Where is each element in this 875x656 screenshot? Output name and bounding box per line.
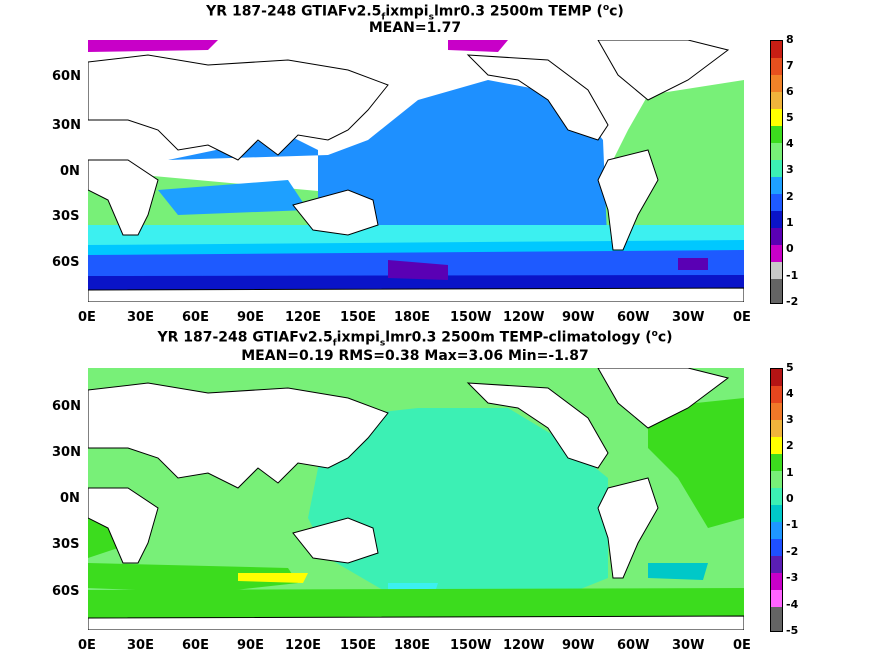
lon-label: 120W — [503, 310, 545, 325]
lon-label: 30W — [672, 310, 705, 325]
lon-label: 150E — [340, 638, 377, 653]
lon-label: 120E — [285, 638, 322, 653]
lat-label-0n-2: 0N — [60, 491, 80, 506]
cbar2-label-neg5: -5 — [786, 624, 799, 637]
cbar1-label-7: 7 — [786, 59, 794, 72]
panel1-title-line1: YR 187-248 GTIAFv2.5fixmpislmr0.3 2500m … — [206, 3, 624, 23]
cbar2-label-neg2: -2 — [786, 545, 799, 558]
cbar1-label-1: 1 — [786, 216, 794, 229]
panel1-title-line2: MEAN=1.77 — [368, 20, 462, 36]
lon-label: 150W — [450, 310, 492, 325]
cbar1-label-0: 0 — [786, 242, 794, 255]
lat-label-30n: 30N — [52, 118, 81, 133]
lon-label: 60W — [617, 310, 650, 325]
lon-label: 150E — [340, 310, 377, 325]
lon-label: 60E — [182, 310, 209, 325]
colorbar-temp — [770, 40, 783, 304]
cbar1-label-neg1: -1 — [786, 269, 799, 282]
lon-label: 90E — [237, 638, 264, 653]
cbar2-label-1: 1 — [786, 466, 794, 479]
lat-label-60n: 60N — [52, 69, 81, 84]
lon-label: 180E — [394, 310, 431, 325]
cbar2-label-neg4: -4 — [786, 598, 799, 611]
lon-label: 0E — [78, 310, 96, 325]
cbar2-label-neg3: -3 — [786, 571, 799, 584]
lat-label-30n-2: 30N — [52, 445, 81, 460]
colorbar-anomaly — [770, 368, 783, 632]
cbar2-label-4: 4 — [786, 387, 794, 400]
lon-label: 90E — [237, 310, 264, 325]
cbar1-label-neg2: -2 — [786, 295, 799, 308]
cbar2-label-neg1: -1 — [786, 518, 799, 531]
lon-label: 90W — [562, 310, 595, 325]
cbar1-label-5: 5 — [786, 111, 794, 124]
lon-label: 30E — [127, 310, 154, 325]
cbar2-label-0: 0 — [786, 492, 794, 505]
lon-label: 120W — [503, 638, 545, 653]
lat-label-60s-2: 60S — [52, 584, 80, 599]
lon-label: 120E — [285, 310, 322, 325]
panel2-title-line2: MEAN=0.19 RMS=0.38 Max=3.06 Min=-1.87 — [241, 348, 589, 364]
lon-label: 0E — [733, 310, 751, 325]
lon-label: 0E — [733, 638, 751, 653]
map-panel-temp — [88, 40, 744, 302]
lon-label: 90W — [562, 638, 595, 653]
lat-label-30s-2: 30S — [52, 537, 80, 552]
lat-label-60s: 60S — [52, 255, 80, 270]
lon-label: 30E — [127, 638, 154, 653]
lat-label-60n-2: 60N — [52, 399, 81, 414]
panel2-title-line1: YR 187-248 GTIAFv2.5fixmpislmr0.3 2500m … — [157, 329, 673, 349]
lon-label: 60E — [182, 638, 209, 653]
cbar2-label-3: 3 — [786, 413, 794, 426]
cbar1-label-6: 6 — [786, 85, 794, 98]
cbar1-label-4: 4 — [786, 137, 794, 150]
map-panel-anomaly — [88, 368, 744, 630]
cbar2-label-5: 5 — [786, 361, 794, 374]
cbar1-label-8: 8 — [786, 33, 794, 46]
cbar2-label-2: 2 — [786, 439, 794, 452]
lon-label: 180E — [394, 638, 431, 653]
lon-label: 150W — [450, 638, 492, 653]
lon-label: 30W — [672, 638, 705, 653]
cbar1-label-3: 3 — [786, 163, 794, 176]
cbar1-label-2: 2 — [786, 190, 794, 203]
lon-label: 60W — [617, 638, 650, 653]
lat-label-0n: 0N — [60, 164, 80, 179]
lon-label: 0E — [78, 638, 96, 653]
lat-label-30s: 30S — [52, 209, 80, 224]
